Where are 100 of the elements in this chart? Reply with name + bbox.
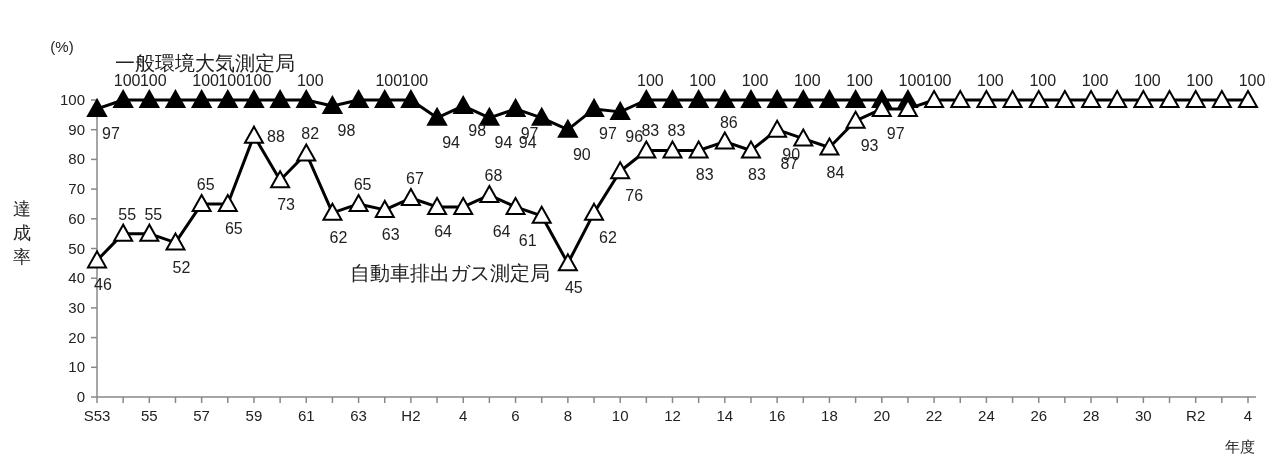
x-tick-label: 18 bbox=[821, 407, 838, 424]
data-label: 94 bbox=[442, 133, 461, 151]
x-tick-label: 12 bbox=[664, 407, 681, 424]
point bbox=[243, 90, 264, 108]
point bbox=[427, 196, 448, 215]
y-tick-label: 50 bbox=[68, 239, 85, 257]
point bbox=[740, 140, 761, 159]
y-tick-label: 90 bbox=[68, 120, 85, 138]
data-label: 55 bbox=[144, 205, 163, 223]
series-label: 一般環境大気測定局 bbox=[115, 52, 295, 74]
x-tick-label: 63 bbox=[350, 407, 367, 424]
data-label: 100 bbox=[139, 72, 167, 89]
point bbox=[767, 119, 788, 138]
data-label: 100 bbox=[846, 72, 874, 89]
y-tick-label: 100 bbox=[59, 91, 85, 108]
point bbox=[557, 253, 578, 272]
point bbox=[793, 90, 814, 108]
point bbox=[322, 202, 343, 221]
point bbox=[348, 193, 369, 212]
data-label: 65 bbox=[353, 175, 372, 193]
x-tick-label: 30 bbox=[1135, 407, 1152, 424]
point bbox=[270, 90, 291, 108]
point bbox=[636, 140, 657, 159]
data-label: 52 bbox=[172, 258, 191, 276]
data-label: 100 bbox=[113, 72, 141, 89]
data-label: 100 bbox=[244, 72, 272, 89]
point bbox=[924, 90, 945, 108]
y-tick-label: 60 bbox=[68, 209, 85, 227]
point bbox=[1002, 90, 1023, 108]
data-label: 97 bbox=[102, 124, 120, 142]
data-label: 86 bbox=[719, 113, 738, 131]
point bbox=[87, 250, 107, 269]
data-label: 100 bbox=[192, 72, 220, 89]
point bbox=[819, 137, 840, 156]
data-label: 100 bbox=[689, 72, 717, 89]
point bbox=[453, 95, 474, 114]
point bbox=[976, 90, 997, 108]
point bbox=[217, 193, 238, 212]
data-label: 90 bbox=[572, 145, 591, 163]
x-tick-label: 4 bbox=[459, 407, 468, 424]
data-label: 100 bbox=[1134, 72, 1161, 89]
point bbox=[348, 90, 369, 108]
point bbox=[400, 90, 421, 108]
point bbox=[374, 199, 395, 218]
point bbox=[427, 107, 448, 126]
point bbox=[453, 196, 474, 215]
x-tick-label: S53 bbox=[83, 407, 111, 424]
point bbox=[584, 98, 605, 117]
x-tick-label: 8 bbox=[563, 407, 573, 424]
data-label: 45 bbox=[564, 279, 583, 297]
point bbox=[950, 90, 971, 108]
data-label: 100 bbox=[977, 72, 1004, 89]
point bbox=[610, 161, 631, 180]
point bbox=[1028, 90, 1049, 108]
data-label: 65 bbox=[224, 219, 243, 237]
y-tick-label: 70 bbox=[68, 180, 85, 198]
point bbox=[1081, 90, 1102, 108]
data-label: 67 bbox=[406, 170, 424, 188]
x-tick-label: 4 bbox=[1243, 407, 1253, 424]
point bbox=[296, 90, 317, 108]
x-tick-label: 20 bbox=[873, 407, 891, 424]
point bbox=[531, 107, 552, 126]
x-tick-label: 55 bbox=[140, 407, 158, 424]
data-label: 97 bbox=[599, 124, 618, 142]
y-tick-label: 30 bbox=[68, 298, 85, 316]
x-tick-label: 6 bbox=[511, 407, 520, 424]
point bbox=[374, 90, 395, 108]
point bbox=[1238, 90, 1258, 108]
data-label: 100 bbox=[218, 72, 246, 89]
data-label: 64 bbox=[492, 222, 511, 240]
data-label: 100 bbox=[375, 72, 403, 89]
data-label: 94 bbox=[494, 133, 513, 151]
data-label: 65 bbox=[196, 175, 215, 193]
point bbox=[191, 90, 212, 108]
point bbox=[819, 90, 840, 108]
data-label: 100 bbox=[296, 72, 324, 89]
data-label: 100 bbox=[1081, 72, 1109, 89]
data-label: 97 bbox=[886, 124, 905, 142]
point bbox=[740, 90, 761, 108]
point bbox=[688, 140, 709, 159]
point bbox=[165, 90, 186, 108]
series-label: 自動車排出ガス測定局 bbox=[350, 262, 550, 284]
point bbox=[505, 196, 526, 215]
data-label: 100 bbox=[741, 72, 769, 89]
point bbox=[322, 95, 343, 114]
point bbox=[296, 143, 317, 162]
data-label: 63 bbox=[381, 225, 400, 243]
point bbox=[1133, 90, 1154, 108]
y-tick-label: 20 bbox=[68, 328, 85, 346]
x-tick-label: 10 bbox=[611, 407, 629, 424]
point bbox=[662, 140, 683, 159]
point bbox=[584, 202, 605, 221]
point bbox=[87, 98, 107, 117]
data-label: 83 bbox=[748, 166, 766, 184]
point bbox=[139, 223, 160, 242]
x-tick-label: 16 bbox=[768, 407, 786, 424]
point bbox=[479, 185, 500, 204]
data-label: 83 bbox=[667, 122, 686, 140]
point bbox=[845, 110, 866, 129]
data-label: 84 bbox=[826, 163, 845, 181]
